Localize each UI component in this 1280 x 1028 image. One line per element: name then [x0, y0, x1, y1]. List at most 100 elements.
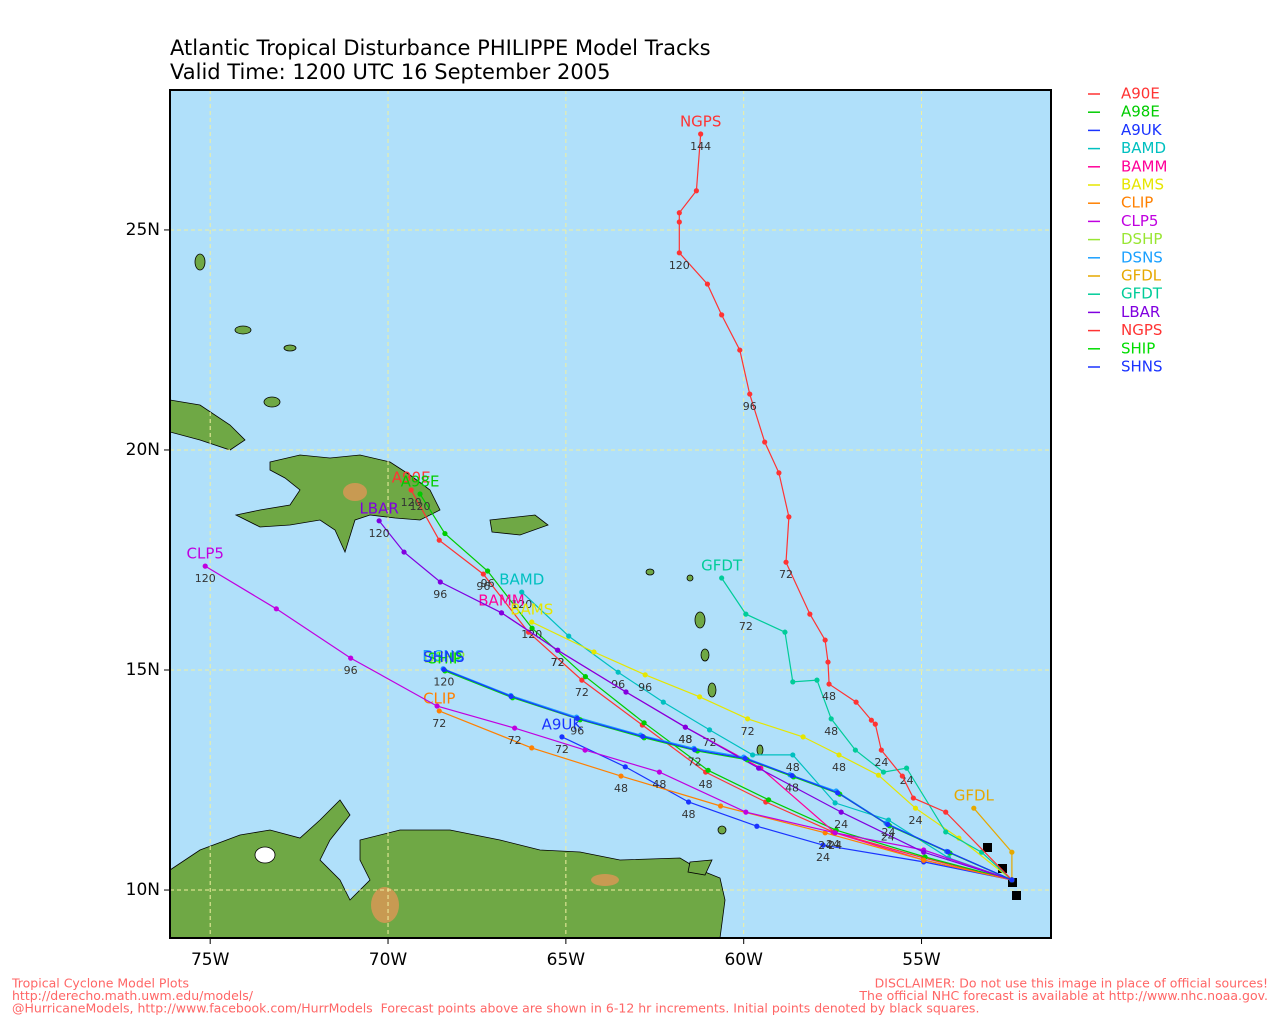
plot-frame	[169, 89, 1052, 939]
track-point	[943, 809, 949, 815]
track-point	[836, 752, 842, 758]
track-point	[436, 708, 442, 714]
track-point	[737, 347, 743, 353]
track-point	[971, 805, 977, 811]
track-point	[790, 752, 796, 758]
x-tick-label: 55W	[902, 950, 941, 970]
track-point	[754, 823, 760, 829]
hour-label: 72	[741, 725, 755, 738]
hour-label: 48	[785, 782, 799, 795]
track-point	[875, 772, 882, 778]
hour-label: 96	[638, 681, 652, 694]
track-point	[878, 747, 884, 753]
track-point	[756, 765, 762, 771]
footer-text: The official NHC forecast is available a…	[858, 988, 1268, 1003]
legend-label: A9UK	[1121, 121, 1163, 139]
hour-label: 96	[476, 580, 490, 593]
x-tick-label: 70W	[369, 950, 408, 970]
track-point	[566, 633, 572, 639]
track-point	[719, 312, 725, 318]
track-point	[579, 677, 585, 683]
land	[169, 253, 764, 939]
footer-text: http://derecho.math.uwm.edu/models/	[12, 988, 254, 1003]
track-point	[640, 733, 646, 740]
footer-text: DISCLAIMER: Do not use this image in pla…	[875, 976, 1268, 991]
hour-label: 24	[908, 814, 922, 827]
hour-label: 72	[688, 756, 702, 769]
hour-label: 72	[779, 568, 793, 581]
track-point	[512, 725, 518, 731]
track-point	[676, 219, 682, 225]
track-name: LBAR	[359, 499, 398, 517]
hour-label: 24	[816, 851, 830, 864]
hour-label: 120	[521, 628, 542, 641]
legend-label: BAMM	[1121, 157, 1167, 175]
track-point	[441, 666, 447, 673]
track-name: CLP5	[187, 545, 224, 563]
legend-label: A90E	[1121, 85, 1160, 103]
hour-label: 96	[433, 588, 447, 601]
track-point	[480, 571, 486, 577]
track-point	[698, 131, 704, 137]
track-point	[641, 720, 647, 726]
axes: 75W 70W 65W 60W 55W 10N 15N 20N 25N	[126, 220, 941, 970]
track-point	[618, 773, 624, 779]
track-point	[485, 568, 491, 574]
track-point	[642, 672, 648, 678]
track-point	[574, 715, 580, 722]
hour-label: 120	[433, 676, 454, 689]
hour-label: 48	[678, 733, 692, 746]
track-point	[676, 250, 682, 256]
track-point	[498, 610, 505, 616]
legend-label: DSNS	[1121, 248, 1163, 266]
track-point	[582, 674, 589, 680]
track-point	[743, 611, 749, 617]
y-tick-label: 20N	[126, 440, 160, 460]
track-point	[921, 857, 927, 863]
track-name: NGPS	[680, 113, 721, 131]
track-point	[717, 803, 724, 809]
track-point	[853, 699, 859, 705]
track-point	[1009, 849, 1015, 855]
track-point	[782, 629, 788, 635]
track-point	[783, 559, 789, 565]
hour-label: 72	[508, 734, 522, 747]
footer: Tropical Cyclone Model Plotshttp://derec…	[11, 976, 1268, 1016]
track-point	[591, 649, 597, 655]
track-point	[615, 669, 621, 675]
legend-label: GFDT	[1121, 285, 1163, 303]
track-point	[834, 790, 841, 796]
y-tick-label: 15N	[126, 660, 160, 680]
track-point	[704, 281, 711, 287]
track-point	[582, 747, 588, 753]
track-point	[529, 745, 535, 751]
track-point	[273, 606, 279, 612]
track-point	[705, 767, 711, 773]
hour-label: 72	[551, 656, 565, 669]
hour-label: 72	[575, 686, 589, 699]
track-point	[872, 721, 878, 727]
hour-label: 72	[555, 743, 569, 756]
track-name: SHIP	[428, 649, 462, 667]
track-point	[719, 575, 725, 581]
track-point	[912, 805, 919, 811]
track-point	[832, 800, 838, 806]
track-name: BAMS	[510, 601, 553, 619]
track-point	[1009, 877, 1015, 883]
legend-label: LBAR	[1121, 303, 1160, 321]
track-point	[814, 677, 820, 683]
track-name: BAMD	[499, 571, 544, 589]
hour-label: 144	[690, 140, 711, 153]
track-point	[434, 703, 440, 709]
track-point	[838, 809, 844, 815]
track-point	[555, 647, 561, 653]
track-name: A9UK	[542, 715, 584, 733]
track-point	[519, 589, 525, 595]
y-tick-label: 25N	[126, 220, 160, 240]
hour-label: 24	[881, 826, 895, 839]
hour-label: 96	[481, 577, 495, 590]
track-point	[660, 699, 666, 705]
legend-label: SHNS	[1121, 358, 1163, 376]
track-point	[436, 537, 442, 543]
track-point	[747, 391, 753, 397]
